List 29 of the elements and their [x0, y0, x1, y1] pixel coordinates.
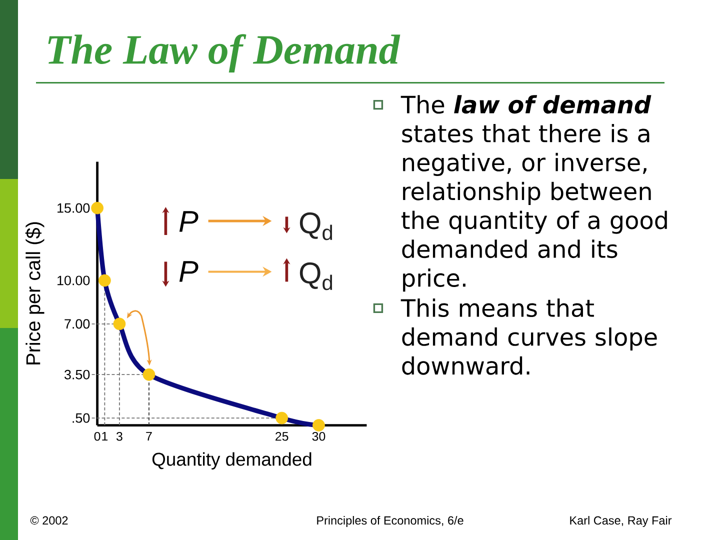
y-tick-label: .50: [72, 413, 90, 423]
text: The law of demand states that there is a negative, or inverse, relationship between the quantity of a good demanded and its price.: [400, 95, 667, 292]
text: © 2002: [30, 516, 68, 525]
x-tick-label: 3: [116, 432, 122, 441]
text: Karl Case, Ray Fair: [570, 516, 672, 527]
x-tick-label: 0: [94, 432, 100, 441]
annotation: Q$_{d}$: [300, 262, 332, 290]
y-tick-label: 3.50: [64, 370, 90, 380]
annotation: P: [179, 211, 198, 232]
y-tick-label: 10.00: [58, 276, 90, 286]
y-axis-title: Price per call ($): [25, 222, 44, 364]
point: [276, 412, 288, 424]
text: This means that demand curves slope downward.: [400, 298, 657, 375]
point: [113, 318, 126, 330]
point: [91, 202, 104, 214]
point: [142, 368, 156, 381]
x-tick-label: 7: [146, 432, 152, 441]
x-tick-label: 1: [102, 432, 108, 441]
x-tick-label: 25: [276, 432, 288, 441]
text: Principles of Economics, 6/e: [317, 516, 464, 527]
point: [98, 274, 111, 287]
y-tick-label: 15.00: [58, 203, 90, 213]
annotation: P: [179, 261, 198, 282]
point: [312, 419, 325, 432]
x-axis-title: Quantity demanded: [152, 452, 312, 470]
y-tick-label: 7.00: [64, 319, 90, 329]
annotation: Q$_{d}$: [300, 212, 332, 240]
chart-title: The Law of Demand: [48, 34, 400, 72]
x-tick-label: 30: [312, 432, 326, 441]
